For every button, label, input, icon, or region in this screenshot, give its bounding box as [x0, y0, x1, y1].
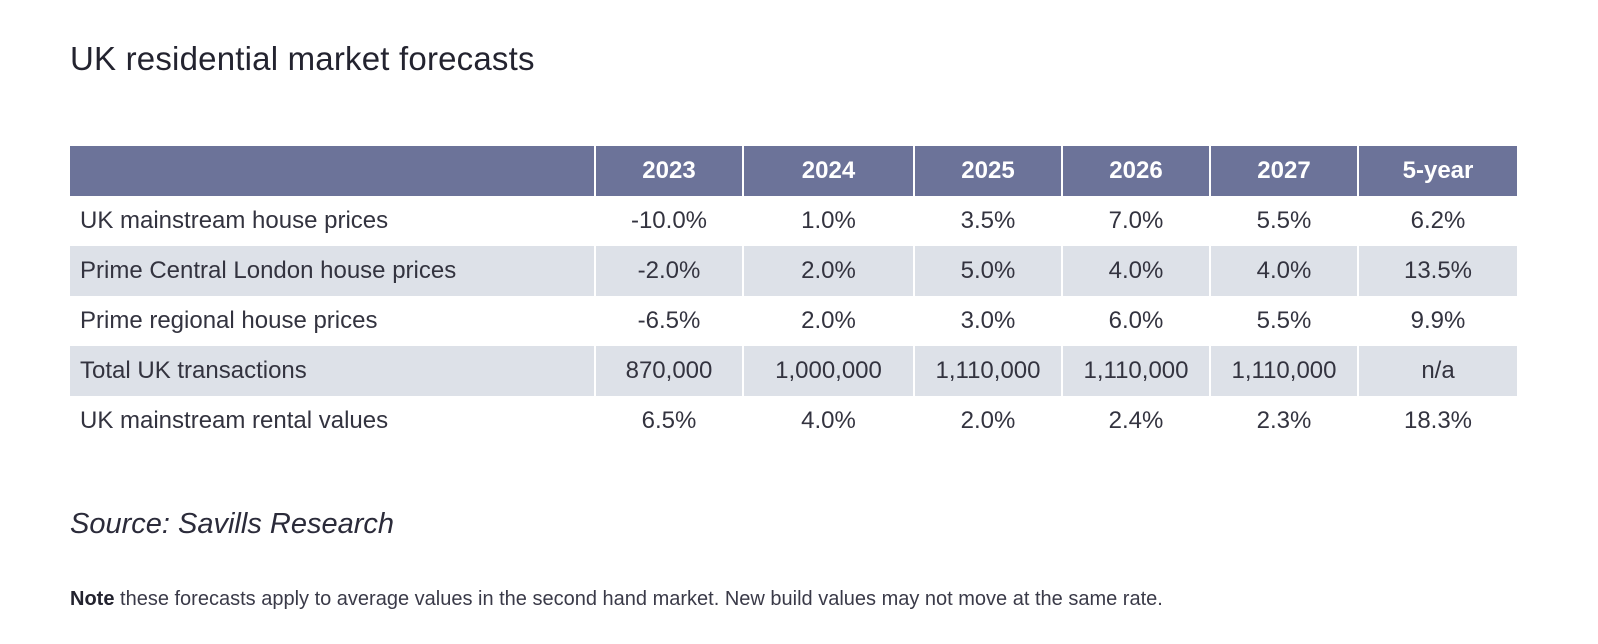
- table-row: Prime Central London house prices -2.0% …: [70, 246, 1517, 296]
- table-row: UK mainstream house prices -10.0% 1.0% 3…: [70, 196, 1517, 246]
- table-header-row: 2023 2024 2025 2026 2027 5-year: [70, 146, 1517, 196]
- table-cell: 7.0%: [1061, 196, 1210, 246]
- table-cell: 2.3%: [1209, 396, 1358, 446]
- header-cell-label: [70, 146, 595, 196]
- table-cell: 3.5%: [913, 196, 1062, 246]
- header-cell-5-year: 5-year: [1357, 146, 1517, 196]
- table-cell: n/a: [1357, 346, 1517, 396]
- table-cell: 870,000: [594, 346, 743, 396]
- forecast-table: 2023 2024 2025 2026 2027 5-year UK mains…: [70, 146, 1517, 446]
- table-cell: 6.0%: [1061, 296, 1210, 346]
- table-row: Prime regional house prices -6.5% 2.0% 3…: [70, 296, 1517, 346]
- table-cell: 5.0%: [913, 246, 1062, 296]
- table-row: UK mainstream rental values 6.5% 4.0% 2.…: [70, 396, 1517, 446]
- table-cell: 1.0%: [742, 196, 914, 246]
- source-label: Source:: [70, 508, 170, 540]
- table-cell: 1,110,000: [1209, 346, 1358, 396]
- table-cell: 2.4%: [1061, 396, 1210, 446]
- table-cell: 1,110,000: [1061, 346, 1210, 396]
- header-cell-2023: 2023: [594, 146, 743, 196]
- header-cell-2025: 2025: [913, 146, 1062, 196]
- footnote: Note these forecasts apply to average va…: [70, 588, 1163, 611]
- table-cell: 18.3%: [1357, 396, 1517, 446]
- table-cell: 4.0%: [742, 396, 914, 446]
- row-label: Prime Central London house prices: [70, 246, 595, 296]
- page-title: UK residential market forecasts: [70, 40, 535, 77]
- table-cell: 4.0%: [1209, 246, 1358, 296]
- table-cell: 1,110,000: [913, 346, 1062, 396]
- row-label: UK mainstream house prices: [80, 207, 389, 234]
- row-label: Prime regional house prices: [80, 307, 378, 334]
- header-cell-2024: 2024: [742, 146, 914, 196]
- header-cell-2027: 2027: [1209, 146, 1358, 196]
- source-text: Savills Research: [178, 508, 394, 540]
- table-cell: -6.5%: [594, 296, 743, 346]
- table-cell: -2.0%: [594, 246, 743, 296]
- table-cell: 2.0%: [913, 396, 1062, 446]
- table-cell: 6.2%: [1357, 196, 1517, 246]
- row-label: UK mainstream rental values: [80, 407, 389, 434]
- table-row: Total UK transactions 870,000 1,000,000 …: [70, 346, 1517, 396]
- header-cell-2026: 2026: [1061, 146, 1210, 196]
- table-cell: 4.0%: [1061, 246, 1210, 296]
- table-cell: 2.0%: [742, 246, 914, 296]
- table-cell: 1,000,000: [742, 346, 914, 396]
- source-caption: Source: Savills Research: [70, 508, 394, 541]
- table-cell: 5.5%: [1209, 196, 1358, 246]
- table-cell: -10.0%: [594, 196, 743, 246]
- table-cell: 13.5%: [1357, 246, 1517, 296]
- table-cell: 2.0%: [742, 296, 914, 346]
- note-label: Note: [70, 588, 115, 610]
- row-label: Total UK transactions: [70, 346, 595, 396]
- table-cell: 5.5%: [1209, 296, 1358, 346]
- table-cell: 3.0%: [913, 296, 1062, 346]
- table-cell: 6.5%: [594, 396, 743, 446]
- note-text: these forecasts apply to average values …: [120, 588, 1163, 610]
- table-cell: 9.9%: [1357, 296, 1517, 346]
